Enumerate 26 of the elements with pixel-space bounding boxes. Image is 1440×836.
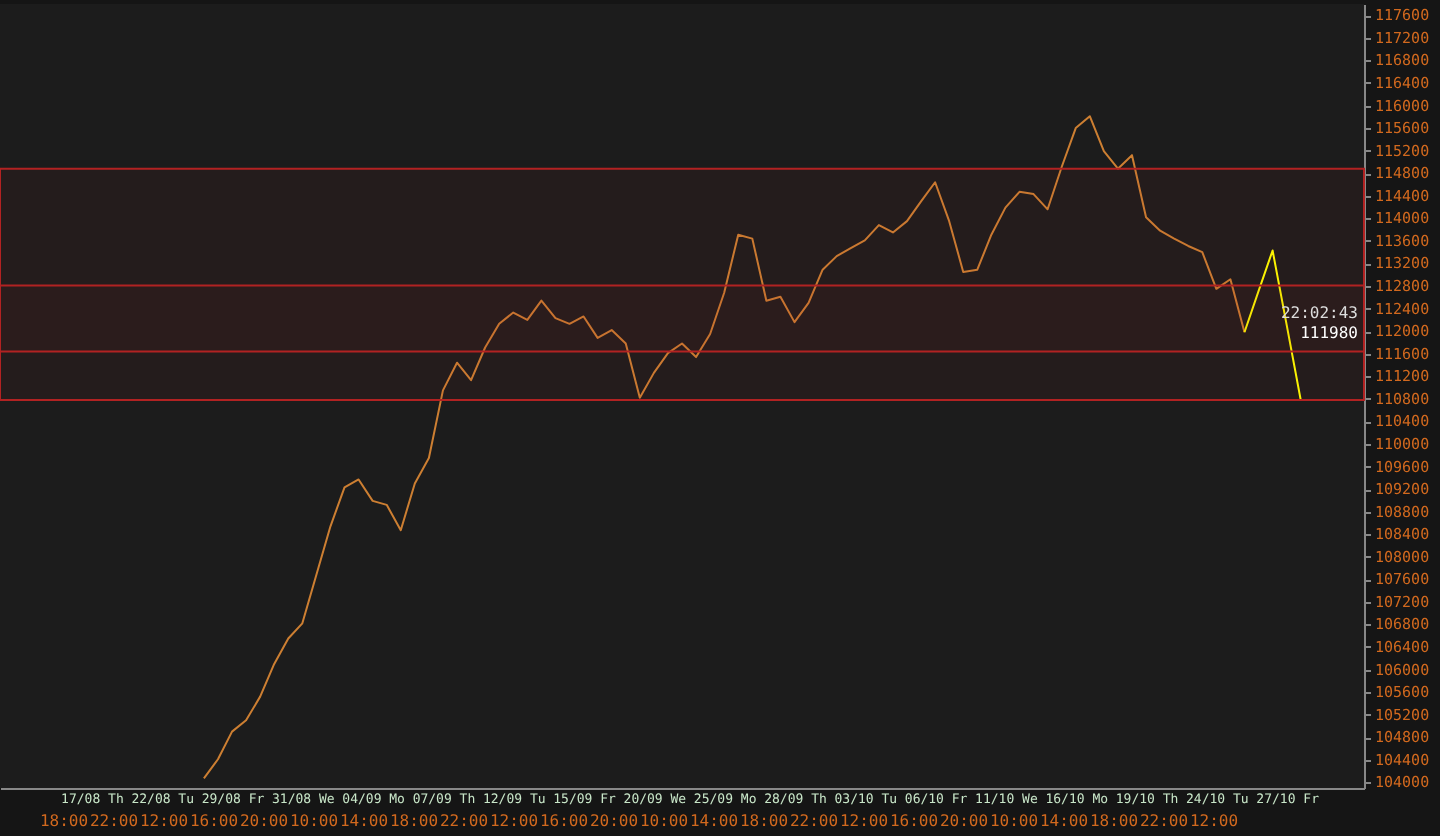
text: 18:00 <box>1089 812 1139 830</box>
text: 16:00 <box>539 812 589 830</box>
text: 18:00 <box>739 812 789 830</box>
text: 20:00 <box>939 812 989 830</box>
text: 14:00 <box>1039 812 1089 830</box>
text: 10:00 <box>989 812 1039 830</box>
text: 10:00 <box>639 812 689 830</box>
text: 12:00 <box>1189 812 1239 830</box>
line-series <box>202 115 1246 780</box>
text: 12:00 <box>839 812 889 830</box>
text: 18:00 <box>389 812 439 830</box>
text: 22:00 <box>89 812 139 830</box>
text: 22:00 <box>789 812 839 830</box>
text: 14:00 <box>689 812 739 830</box>
text: 14:00 <box>339 812 389 830</box>
annotation: 111980 <box>1300 324 1359 343</box>
text: 12:00 <box>489 812 539 830</box>
text: 22:00 <box>439 812 489 830</box>
text: 20:00 <box>239 812 289 830</box>
text: 12:00 <box>139 812 189 830</box>
text: 10:00 <box>289 812 339 830</box>
text: 20:00 <box>589 812 639 830</box>
text: 16:00 <box>889 812 939 830</box>
text: 22:00 <box>1139 812 1189 830</box>
text: 18:00 <box>39 812 89 830</box>
text: 16:00 <box>189 812 239 830</box>
